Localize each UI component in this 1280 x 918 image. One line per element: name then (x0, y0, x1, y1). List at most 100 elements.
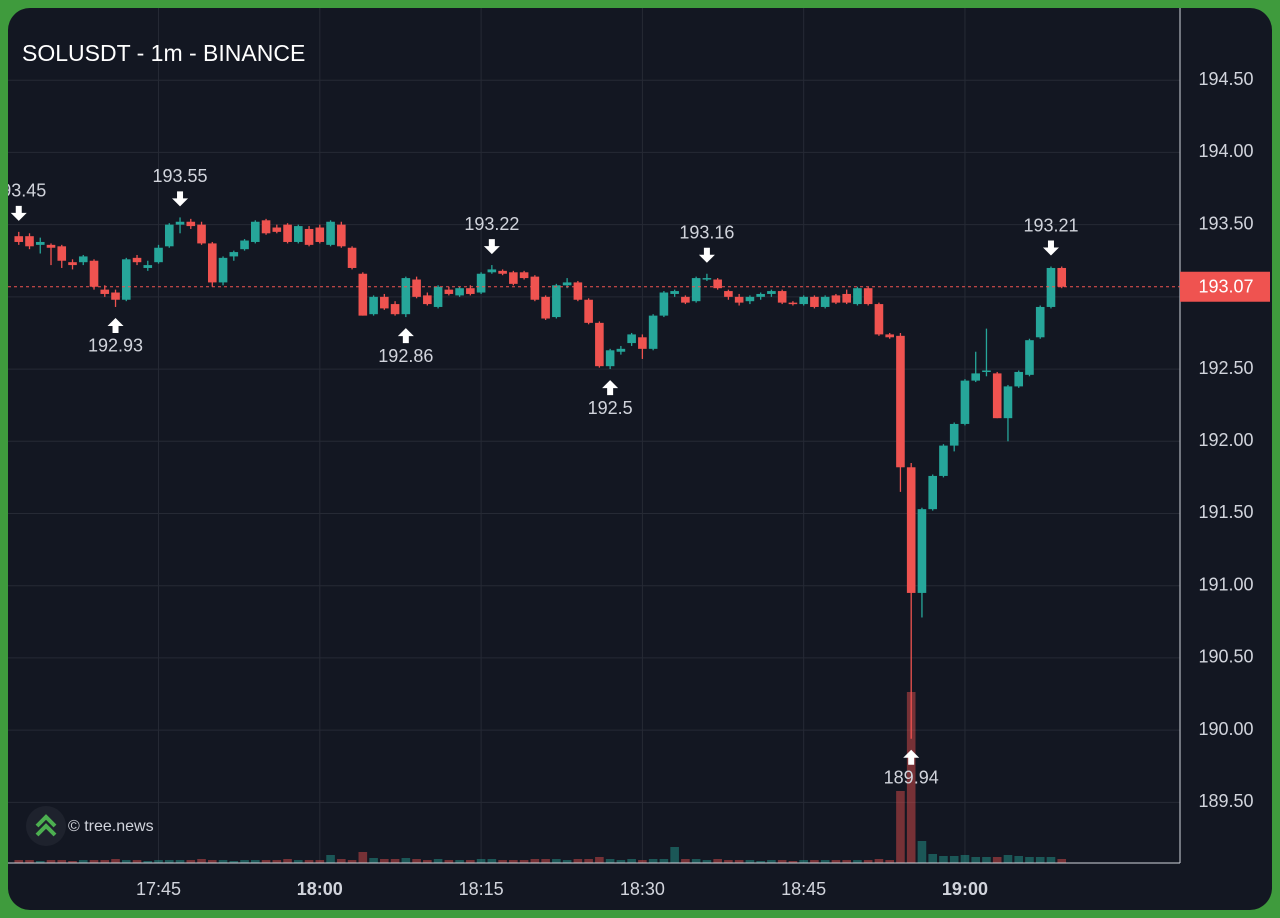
volume-bar (734, 860, 744, 863)
candle-body (562, 282, 572, 286)
candle-body (25, 236, 34, 247)
candle-body (315, 227, 325, 242)
candle-body (799, 296, 808, 305)
volume-bar (960, 855, 970, 863)
candle-body (982, 370, 991, 373)
candle-body (745, 296, 755, 302)
volume-bar (476, 859, 486, 863)
volume-bar (143, 861, 153, 863)
volume-bar (46, 860, 56, 863)
candle-body (928, 475, 937, 510)
candle-body (949, 423, 959, 446)
candle-body (691, 278, 701, 302)
candle-body (917, 509, 927, 593)
candle-body (358, 273, 368, 316)
y-tick-label: 191.50 (1198, 502, 1253, 522)
volume-bar (670, 847, 679, 863)
logo-mark (35, 814, 57, 837)
candle-body (616, 348, 626, 352)
low-label: 189.94 (884, 768, 939, 788)
candle-body (605, 350, 615, 367)
volume-bar (272, 860, 282, 863)
low-label: 192.5 (588, 398, 633, 418)
watermark: © tree.news (68, 818, 154, 835)
volume-bar (552, 859, 561, 863)
volume-bar (1003, 855, 1013, 863)
candle-body (229, 252, 239, 257)
volume-bar (1014, 856, 1024, 863)
candle-body (347, 247, 357, 268)
candle-body (530, 276, 540, 300)
candle-body (412, 279, 421, 297)
volume-bar (229, 861, 239, 863)
volume-bar (121, 860, 131, 863)
high-label: 193.16 (679, 222, 734, 242)
candle-body (444, 289, 454, 294)
candle-body (810, 296, 819, 307)
volume-bar (799, 860, 808, 863)
candle-body (638, 337, 647, 349)
volume-bar (777, 860, 787, 863)
volume-bar (100, 860, 110, 863)
candle-body (197, 224, 206, 244)
candle-body (78, 256, 88, 263)
volume-bar (78, 860, 88, 863)
volume-bar (89, 860, 99, 863)
y-tick-label: 194.00 (1198, 141, 1253, 161)
volume-bar (659, 859, 669, 863)
high-label: 193.22 (464, 214, 519, 234)
volume-bar (982, 857, 991, 863)
candle-body (68, 262, 77, 266)
volume-bar (681, 859, 690, 863)
arrow-down (483, 239, 500, 255)
candle-body (326, 221, 335, 245)
candle-body (960, 380, 970, 424)
arrow-up (903, 749, 920, 765)
candle-body (240, 240, 249, 250)
candle-body (777, 291, 787, 303)
axes: 189.50 190.00 190.50 191.00 191.50 192.00 192.… (8, 69, 1270, 899)
candle-body (498, 270, 507, 274)
candle-body (713, 279, 722, 289)
candle-body (573, 282, 583, 300)
volume-bar (337, 859, 346, 863)
volume-bar (820, 860, 830, 863)
volume-bar (810, 860, 819, 863)
candle-body (906, 467, 916, 593)
volume-bar (164, 860, 174, 863)
volume-bar (831, 860, 841, 863)
y-tick-label: 191.00 (1198, 574, 1253, 594)
candle-body (756, 293, 765, 297)
candle-body (659, 292, 669, 316)
volume-bar (1057, 859, 1067, 863)
chart-title: SOLUSDT - 1m - BINANCE (22, 40, 305, 66)
volume-bar (487, 859, 497, 863)
volume-bar (251, 860, 260, 863)
candle-body (541, 296, 550, 319)
volume-bar (530, 859, 540, 863)
grid (8, 8, 1180, 863)
volume-bar (896, 791, 905, 863)
volume-bar (627, 859, 636, 863)
volume-bar (498, 860, 507, 863)
candle-body (251, 221, 260, 242)
candle-body (487, 269, 497, 273)
candle-body (433, 286, 443, 307)
candle-body (121, 259, 131, 300)
candle-body (100, 289, 110, 294)
y-tick-label: 190.50 (1198, 647, 1253, 667)
volume-bar (380, 859, 389, 863)
arrow-down (1042, 240, 1059, 256)
volume-bar (14, 860, 24, 863)
candle-body (35, 241, 45, 245)
arrow-up (107, 317, 124, 333)
volume-bar (35, 861, 45, 863)
x-tick-label: 19:00 (942, 879, 988, 899)
candle-body (272, 227, 282, 232)
candle-body (820, 296, 830, 307)
candle-body (584, 299, 593, 323)
volume-bar (455, 860, 464, 863)
candle-body (294, 226, 303, 242)
volume-bar (1025, 857, 1034, 863)
volume-bar (562, 860, 572, 863)
